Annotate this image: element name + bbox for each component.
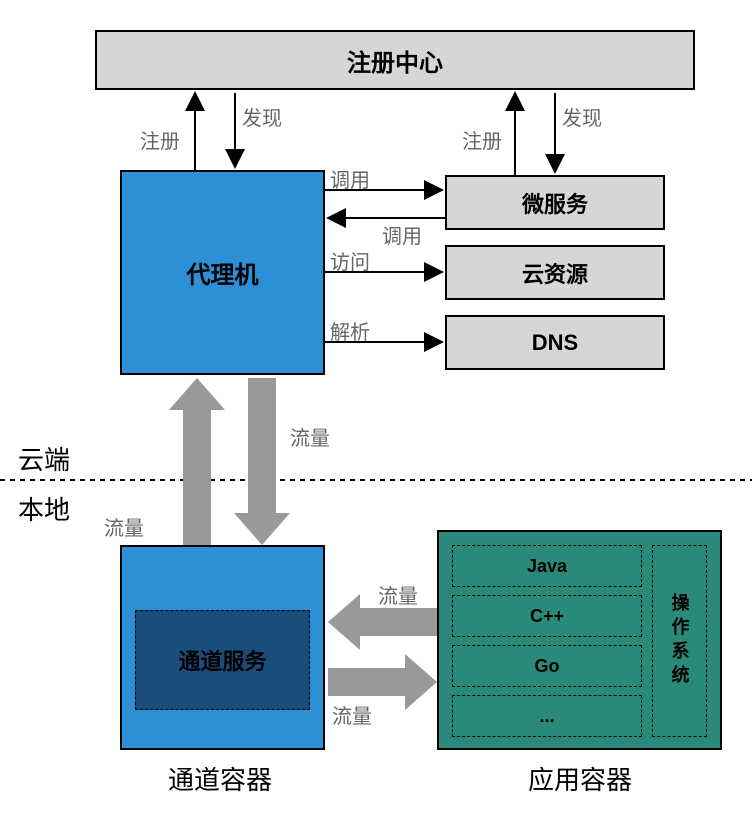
label-discover2: 发现 <box>562 102 602 131</box>
node-lang-go: Go <box>452 645 642 687</box>
node-registry-label: 注册中心 <box>347 43 443 78</box>
thick-arrow-down <box>234 378 290 545</box>
label-register2: 注册 <box>462 125 502 154</box>
label-invoke2: 调用 <box>382 220 422 249</box>
node-lang-java: Java <box>452 545 642 587</box>
node-proxy-label: 代理机 <box>187 255 259 290</box>
node-dns: DNS <box>445 315 665 370</box>
node-lang-more: ... <box>452 695 642 737</box>
channel-container-title: 通道容器 <box>168 760 272 797</box>
node-proxy: 代理机 <box>120 170 325 375</box>
node-dns-label: DNS <box>532 330 578 356</box>
node-lang-go-label: Go <box>535 656 560 677</box>
node-cloud-resource-label: 云资源 <box>522 257 588 289</box>
node-channel-service-label: 通道服务 <box>178 644 266 676</box>
app-container-title: 应用容器 <box>528 760 632 797</box>
label-register1: 注册 <box>140 125 180 154</box>
node-channel-service: 通道服务 <box>135 610 310 710</box>
node-lang-cpp: C++ <box>452 595 642 637</box>
label-traffic3: 流量 <box>378 580 418 609</box>
label-traffic4: 流量 <box>332 700 372 729</box>
label-traffic1: 流量 <box>290 422 330 451</box>
label-discover1: 发现 <box>242 102 282 131</box>
zone-cloud-label: 云端 <box>18 440 70 477</box>
label-access: 访问 <box>330 246 370 275</box>
node-cloud-resource: 云资源 <box>445 245 665 300</box>
label-traffic2: 流量 <box>104 512 144 541</box>
zone-local-label: 本地 <box>18 490 70 527</box>
node-os: 操作系统 <box>652 545 707 737</box>
node-microservice: 微服务 <box>445 175 665 230</box>
label-resolve: 解析 <box>330 316 370 345</box>
thick-arrow-up <box>169 378 225 545</box>
node-registry: 注册中心 <box>95 30 695 90</box>
node-lang-cpp-label: C++ <box>530 606 564 627</box>
label-invoke1: 调用 <box>330 164 370 193</box>
node-lang-java-label: Java <box>527 556 567 577</box>
node-lang-more-label: ... <box>539 706 554 727</box>
node-os-label: 操作系统 <box>667 593 693 689</box>
node-microservice-label: 微服务 <box>522 187 588 219</box>
